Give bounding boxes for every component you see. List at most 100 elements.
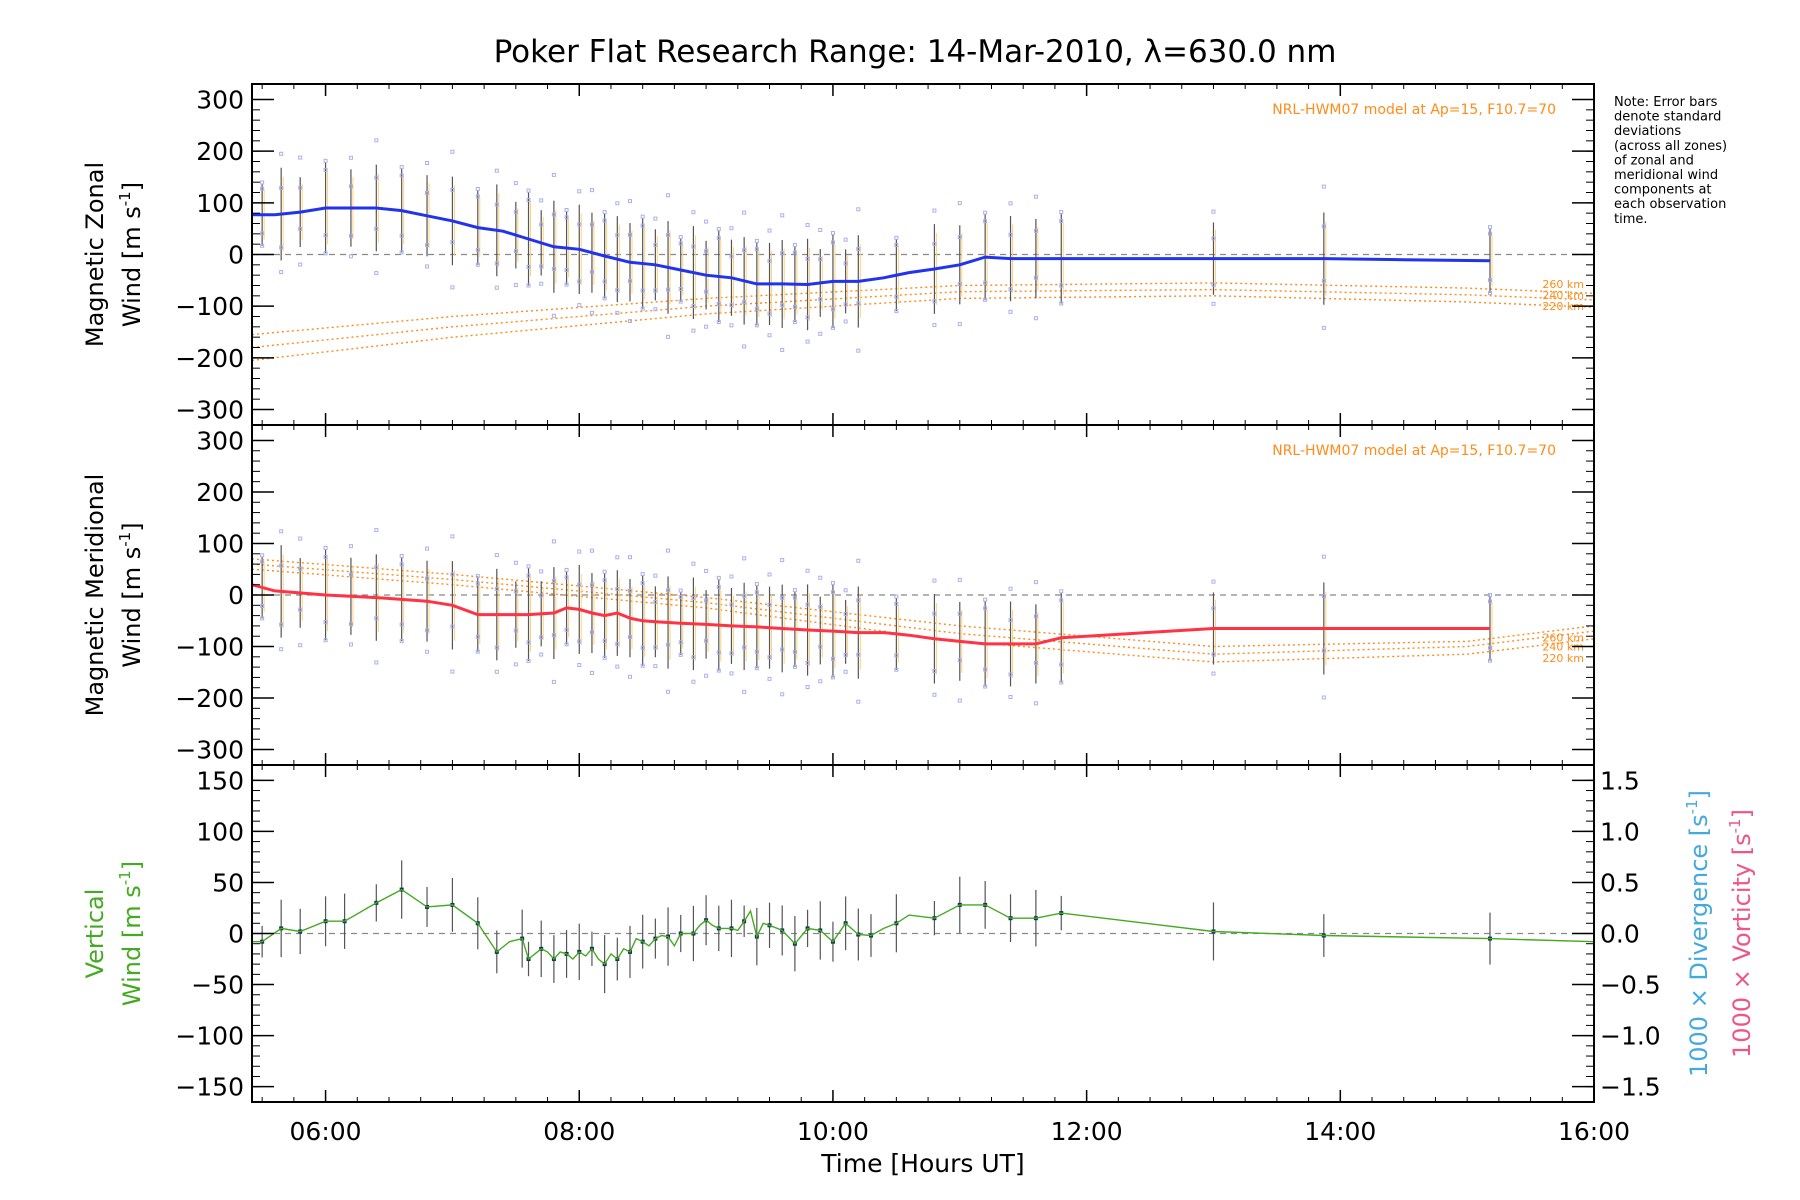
scatter-point bbox=[957, 658, 962, 663]
scatter-point bbox=[653, 573, 658, 578]
scatter-point bbox=[843, 302, 848, 307]
scatter-point bbox=[589, 670, 594, 675]
scatter-point bbox=[539, 222, 544, 227]
scatter-point bbox=[678, 241, 683, 246]
panel-vertical: 150 100 50 0 −50 −100 −150 Vertical Wind [m s-1]… bbox=[81, 764, 1756, 1178]
scatter-point bbox=[742, 645, 747, 650]
right-y-tick-label: 0.0 bbox=[1600, 920, 1640, 949]
scatter-point bbox=[754, 323, 759, 328]
scatter-point bbox=[399, 250, 404, 255]
scatter-point bbox=[374, 528, 379, 533]
scatter-point bbox=[298, 262, 303, 267]
scatter-point bbox=[1487, 225, 1492, 230]
scatter-point bbox=[729, 303, 734, 308]
y-tick-label: 200 bbox=[196, 137, 244, 166]
scatter-point bbox=[374, 138, 379, 143]
scatter-point bbox=[932, 323, 937, 328]
scatter-point bbox=[323, 638, 328, 643]
note-line: deviations bbox=[1614, 124, 1681, 139]
scatter-point bbox=[1059, 283, 1064, 288]
scatter-point bbox=[279, 622, 284, 627]
y-tick-label: −100 bbox=[175, 292, 244, 321]
scatter-point bbox=[678, 299, 683, 304]
scatter-point bbox=[374, 226, 379, 231]
scatter-point bbox=[260, 243, 265, 248]
scatter-point bbox=[1008, 672, 1013, 677]
scatter-point bbox=[450, 187, 455, 192]
scatter-point bbox=[716, 575, 721, 580]
scatter-point bbox=[323, 620, 328, 625]
scatter-point bbox=[1321, 594, 1326, 599]
note-line: components at bbox=[1614, 183, 1712, 198]
scatter-point bbox=[1321, 278, 1326, 283]
scatter-point bbox=[716, 668, 721, 673]
scatter-point bbox=[475, 247, 480, 252]
scatter-point bbox=[425, 576, 430, 581]
scatter-point bbox=[767, 676, 772, 681]
scatter-point bbox=[983, 219, 988, 224]
scatter-point bbox=[1059, 598, 1064, 603]
scatter-point bbox=[983, 684, 988, 689]
scatter-point bbox=[1211, 236, 1216, 241]
scatter-point bbox=[704, 568, 709, 573]
scatter-point bbox=[602, 578, 607, 583]
scatter-point bbox=[539, 281, 544, 286]
scatter-point bbox=[348, 155, 353, 160]
right-y-tick-label: −1.5 bbox=[1600, 1073, 1661, 1102]
scatter-point bbox=[1059, 218, 1064, 223]
y-tick-label: −100 bbox=[175, 633, 244, 662]
scatter-point bbox=[704, 219, 709, 224]
scatter-point bbox=[691, 595, 696, 600]
note-line: of zonal and bbox=[1614, 153, 1694, 168]
scatter-point bbox=[640, 580, 645, 585]
scatter-point bbox=[475, 581, 480, 586]
scatter-point bbox=[729, 323, 734, 328]
scatter-point bbox=[425, 242, 430, 247]
scatter-point bbox=[805, 602, 810, 607]
scatter-point bbox=[1487, 278, 1492, 283]
scatter-point bbox=[767, 333, 772, 338]
scatter-point bbox=[513, 249, 518, 254]
scatter-point bbox=[780, 647, 785, 652]
chart-title: Poker Flat Research Range: 14-Mar-2010, … bbox=[494, 34, 1337, 70]
scatter-point bbox=[666, 287, 671, 292]
scatter-point bbox=[1033, 660, 1038, 665]
scatter-point bbox=[729, 602, 734, 607]
scatter-point bbox=[279, 151, 284, 156]
scatter-point bbox=[1033, 580, 1038, 585]
scatter-point bbox=[856, 301, 861, 306]
scatter-point bbox=[450, 240, 455, 245]
scatter-point bbox=[1008, 586, 1013, 591]
scatter-point bbox=[856, 207, 861, 212]
scatter-point bbox=[1008, 695, 1013, 700]
scatter-point bbox=[526, 264, 531, 269]
scatter-point bbox=[742, 689, 747, 694]
scatter-point bbox=[767, 655, 772, 660]
scatter-point bbox=[589, 583, 594, 588]
scatter-point bbox=[513, 560, 518, 565]
scatter-point bbox=[1321, 325, 1326, 330]
scatter-point bbox=[348, 572, 353, 577]
scatter-point bbox=[298, 155, 303, 160]
scatter-point bbox=[348, 622, 353, 627]
scatter-point bbox=[450, 669, 455, 674]
y-tick-label: −200 bbox=[175, 684, 244, 713]
scatter-point bbox=[780, 251, 785, 256]
scatter-point bbox=[640, 288, 645, 293]
scatter-point bbox=[716, 301, 721, 306]
scatter-point bbox=[754, 306, 759, 311]
scatter-point bbox=[539, 264, 544, 269]
scatter-point bbox=[589, 630, 594, 635]
scatter-point bbox=[653, 216, 658, 221]
scatter-point bbox=[780, 558, 785, 563]
right-axis-label-divergence: 1000 × Divergence [s-1] bbox=[1683, 790, 1713, 1077]
scatter-point bbox=[983, 597, 988, 602]
scatter-point bbox=[399, 639, 404, 644]
scatter-point bbox=[298, 643, 303, 648]
scatter-point bbox=[399, 233, 404, 238]
scatter-point bbox=[513, 662, 518, 667]
y-tick-label: 150 bbox=[196, 766, 244, 795]
scatter-point bbox=[843, 588, 848, 593]
model-altitude-label: 260 km bbox=[1542, 278, 1584, 291]
